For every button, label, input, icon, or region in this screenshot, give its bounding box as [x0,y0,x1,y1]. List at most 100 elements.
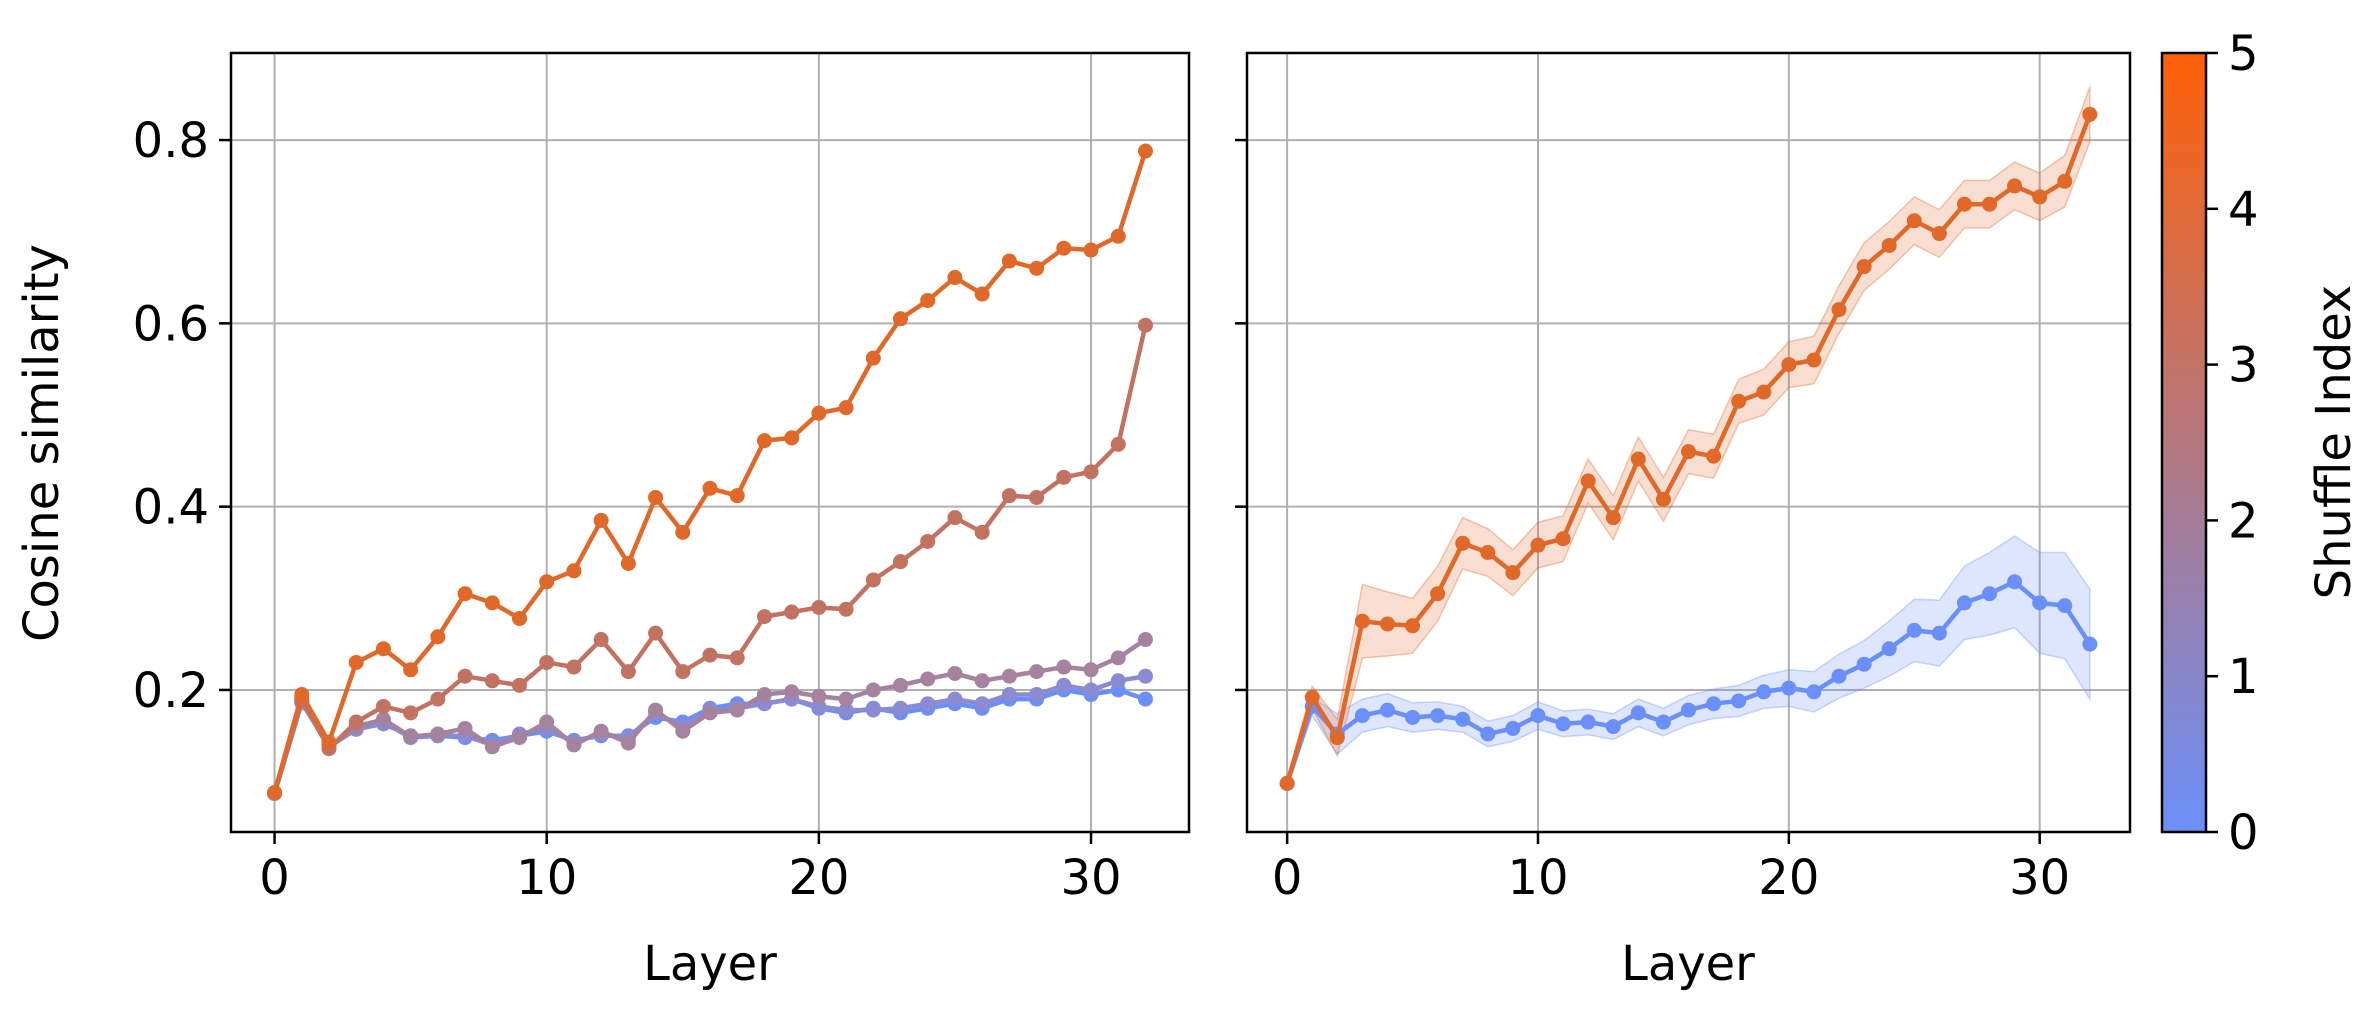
data-point [375,641,391,657]
y-tick-label: 0.4 [133,480,209,536]
data-point [348,714,364,730]
right-panel: 0 10 20 30 Layer [1235,51,2132,992]
data-point [1110,673,1126,689]
data-point [1110,228,1126,244]
data-point [893,677,909,693]
data-point [1580,473,1596,489]
x-tick-label: 10 [516,850,577,906]
data-point [893,554,909,570]
data-point [1706,448,1722,464]
data-point [1056,677,1072,693]
data-point [1605,510,1621,526]
y-tick-label: 0.2 [133,663,209,719]
data-point [1137,143,1153,159]
colorbar-ticks: 0 1 2 3 4 5 [2206,26,2259,861]
x-tick-label: 20 [788,850,849,906]
data-point [1856,259,1872,275]
data-point [1806,684,1822,700]
data-point [1881,641,1897,657]
data-point [1831,668,1847,684]
data-point [1379,616,1395,632]
left-ticks: 0 10 20 30 0.2 0.4 0.6 0.8 [133,113,1122,906]
data-point [1555,716,1571,732]
data-point [1110,650,1126,666]
data-point [1029,664,1045,680]
data-point [539,654,555,670]
data-point [1831,302,1847,318]
data-point [756,609,772,625]
data-point [1405,709,1421,725]
data-point [702,705,718,721]
data-point [1029,489,1045,505]
data-point [2082,636,2098,652]
data-point [430,726,446,742]
data-point [974,286,990,302]
data-point [1001,668,1017,684]
data-point [1083,464,1099,480]
data-point [267,785,283,801]
data-point [2007,574,2023,590]
colorbar-tick-label: 5 [2228,26,2259,82]
data-point [756,433,772,449]
data-point [1056,659,1072,675]
data-point [1354,613,1370,629]
data-point [539,574,555,590]
colorbar-tick-label: 0 [2228,805,2259,861]
data-point [947,270,963,286]
data-point [1806,352,1822,368]
data-point [1630,451,1646,467]
data-point [593,632,609,648]
data-point [893,700,909,716]
x-tick-label: 10 [1507,850,1568,906]
data-point [920,292,936,308]
x-tick-label: 0 [1272,850,1303,906]
data-point [1110,436,1126,452]
y-tick-label: 0.8 [133,113,209,169]
data-point [620,555,636,571]
data-point [1530,537,1546,553]
data-point [648,489,664,505]
data-point [566,563,582,579]
data-point [1630,705,1646,721]
data-point [1505,565,1521,581]
data-point [838,400,854,416]
data-point [974,696,990,712]
data-point [1001,488,1017,504]
data-point [1530,708,1546,724]
data-point [648,625,664,641]
data-point [457,586,473,602]
data-point [2082,106,2098,122]
data-point [648,702,664,718]
data-point [1137,691,1153,707]
data-point [974,673,990,689]
data-point [1731,393,1747,409]
left-grid [231,53,1189,832]
data-point [566,737,582,753]
data-point [1480,544,1496,560]
data-point [784,684,800,700]
data-point [403,729,419,745]
x-tick-label: 30 [1060,850,1121,906]
data-point [893,311,909,327]
data-point [811,405,827,421]
colorbar-label: Shuffle Index [2306,285,2362,600]
data-point [1083,682,1099,698]
data-point [1931,625,1947,641]
data-point [865,682,881,698]
data-point [1056,240,1072,256]
data-point [2057,598,2073,614]
data-point [457,720,473,736]
data-point [511,610,527,626]
colorbar-gradient [2160,51,2208,834]
data-point [865,350,881,366]
data-point [1655,491,1671,507]
data-point [1605,719,1621,735]
data-point [620,664,636,680]
data-point [1756,384,1772,400]
colorbar-tick-label: 2 [2228,493,2259,549]
colorbar-tick-label: 4 [2228,182,2259,238]
data-point [620,735,636,751]
data-point [1430,586,1446,602]
right-xlabel: Layer [1621,936,1755,992]
data-point [1555,531,1571,547]
